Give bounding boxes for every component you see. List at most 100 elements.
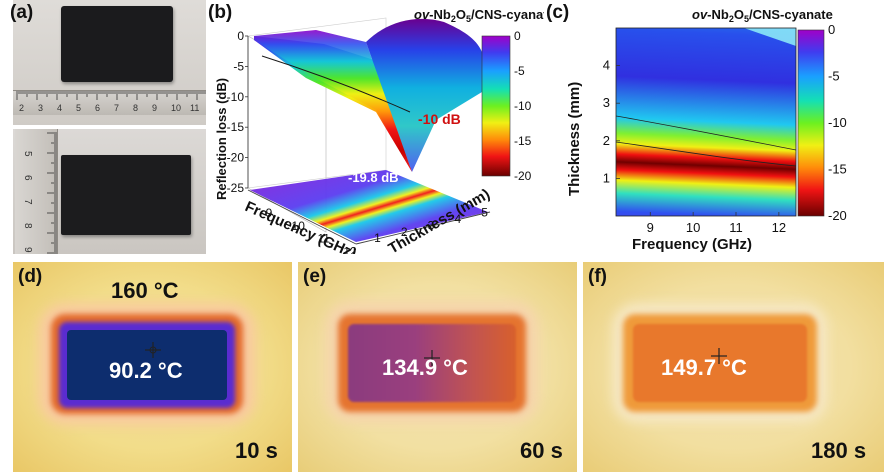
ruler-top-label: 11 bbox=[190, 103, 199, 113]
colorbar-tick-label: -20 bbox=[514, 169, 532, 183]
ruler-side-label: 9 bbox=[22, 247, 33, 253]
y-tick-label-c: 1 bbox=[603, 170, 610, 185]
colorbar-tick-label: -10 bbox=[514, 99, 532, 113]
colorbar-tick-label: -5 bbox=[514, 64, 525, 78]
colorbar-c-tick-label: 0 bbox=[828, 22, 835, 37]
y-tick-label: 4 bbox=[454, 212, 461, 226]
colorbar-tick-label: 0 bbox=[514, 29, 521, 43]
z-tick-label: -25 bbox=[227, 181, 245, 195]
ruler-side-label: 7 bbox=[22, 199, 33, 205]
y-axis-title-c: Thickness (mm) bbox=[566, 82, 583, 196]
colorbar-b bbox=[481, 35, 511, 177]
ruler-side-ticks: 5 6 7 8 9 bbox=[22, 132, 57, 254]
ruler-top-label: 7 bbox=[114, 103, 119, 113]
title-c-rest: -Nb bbox=[707, 7, 729, 22]
surface-main bbox=[254, 30, 412, 172]
ruler-top-label: 6 bbox=[95, 103, 100, 113]
title-b-tail: /CNS-cyanate bbox=[471, 7, 544, 22]
y-tick-label: 2 bbox=[401, 225, 408, 239]
z-tick-label: -20 bbox=[227, 151, 245, 165]
corner-highlight bbox=[744, 28, 796, 46]
absorber-plate-side bbox=[61, 155, 191, 235]
colorbar-c-tick-label: -15 bbox=[828, 162, 847, 177]
panel-e: 134.9 °C 60 s (e) bbox=[298, 262, 577, 472]
z-axis-title: Reflection loss (dB) bbox=[214, 78, 229, 200]
title-b-rest: -Nb bbox=[429, 7, 451, 22]
crosshair-d bbox=[145, 342, 161, 358]
temperature-readout-e: 134.9 °C bbox=[382, 355, 468, 380]
title-c-tail: /CNS-cyanate bbox=[749, 7, 833, 22]
ruler-top-label: 10 bbox=[171, 103, 181, 113]
ruler-side-label: 6 bbox=[22, 175, 33, 181]
contour-10db bbox=[261, 55, 411, 113]
ruler-horizontal: 2 3 4 5 6 7 8 9 10 11 bbox=[13, 90, 206, 115]
title-b-italic: ov bbox=[414, 7, 430, 22]
title-b-o: O bbox=[456, 7, 466, 22]
x-tick-label: 9 bbox=[266, 206, 273, 220]
y-tick-labels: 1 2 3 4 5 bbox=[374, 206, 488, 246]
crosshair-f bbox=[711, 348, 727, 364]
y-tick-labels-c: 1 2 3 4 bbox=[603, 58, 620, 185]
panel-label-e: (e) bbox=[303, 266, 327, 287]
y-tick-label: 5 bbox=[481, 206, 488, 220]
z-tick-labels: 0 -5 -10 -15 -20 -25 bbox=[227, 29, 248, 195]
panel-label-b: (b) bbox=[208, 2, 233, 23]
panel-label-c: (c) bbox=[546, 2, 570, 23]
x-tick-label-c: 9 bbox=[647, 220, 654, 235]
floor-projection bbox=[250, 170, 488, 242]
title-c-italic: ov bbox=[692, 7, 708, 22]
colorbar-b-ticks: 0 -5 -10 -15 -20 bbox=[514, 29, 532, 183]
colorbar-tick-label: -15 bbox=[514, 134, 532, 148]
crosshair-e bbox=[424, 350, 440, 366]
x-tick-label-c: 12 bbox=[772, 220, 786, 235]
contour-upper bbox=[616, 115, 796, 151]
sample-photo-bottom: 5 6 7 8 9 bbox=[13, 129, 206, 254]
y-tick-label-c: 2 bbox=[603, 133, 610, 148]
colorbar-c bbox=[797, 29, 825, 217]
panel-f: 149.7 °C 180 s (f) bbox=[583, 262, 884, 472]
z-tick-label: -15 bbox=[227, 120, 245, 134]
y-tick-label-c: 3 bbox=[603, 95, 610, 110]
colorbar-c-ticks: 0 -5 -10 -15 -20 bbox=[828, 22, 847, 223]
chart-b-title: ov-Nb2O5/CNS-cyanate bbox=[414, 7, 544, 24]
chart-c-title: ov-Nb2O5/CNS-cyanate bbox=[692, 7, 833, 24]
panel-label-f: (f) bbox=[588, 266, 607, 287]
title-b-sub2: 5 bbox=[466, 14, 471, 24]
y-tick-label: 1 bbox=[374, 231, 381, 245]
x-tick-labels-c: 9 10 11 12 bbox=[647, 212, 786, 235]
x-tick-label-c: 10 bbox=[686, 220, 700, 235]
annotation-min-rl: -19.8 dB bbox=[348, 170, 399, 185]
time-label-f: 180 s bbox=[811, 438, 867, 463]
time-label-e: 60 s bbox=[520, 438, 563, 463]
colorbar-c-tick-label: -10 bbox=[828, 115, 847, 130]
z-tick-label: -10 bbox=[227, 90, 245, 104]
colorbar-c-tick-label: -20 bbox=[828, 208, 847, 223]
ruler-top-label: 8 bbox=[133, 103, 138, 113]
y-axis-line bbox=[355, 211, 491, 245]
title-c-o: O bbox=[734, 7, 744, 22]
contour-lower bbox=[616, 141, 796, 167]
ruler-side-label: 8 bbox=[22, 223, 33, 229]
annotation-10db: -10 dB bbox=[418, 111, 461, 127]
ruler-top-label: 9 bbox=[152, 103, 157, 113]
title-c-sub1: 2 bbox=[729, 14, 734, 24]
x-tick-label: 11 bbox=[317, 232, 330, 246]
y-tick-label-c: 4 bbox=[603, 58, 610, 73]
setpoint-label-d: 160 °C bbox=[111, 278, 179, 303]
ruler-top-label: 5 bbox=[76, 103, 81, 113]
z-tick-label: -5 bbox=[233, 59, 244, 73]
panel-a: 2 3 4 5 6 7 8 9 10 11 5 6 7 8 9 (a) bbox=[0, 0, 206, 254]
thermal-core-f bbox=[633, 324, 807, 402]
colorbar-c-tick-label: -5 bbox=[828, 69, 840, 84]
heatmap-area bbox=[616, 28, 796, 216]
x-tick-label: 10 bbox=[292, 219, 306, 233]
panel-label-a: (a) bbox=[10, 2, 34, 23]
title-b-sub1: 2 bbox=[451, 14, 456, 24]
thermal-core-d bbox=[67, 330, 227, 400]
ruler-top-ticks: 2 3 4 5 6 7 8 9 10 11 bbox=[16, 91, 206, 113]
panel-d: 90.2 °C 160 °C 10 s (d) bbox=[13, 262, 292, 472]
map-frame bbox=[615, 27, 797, 217]
